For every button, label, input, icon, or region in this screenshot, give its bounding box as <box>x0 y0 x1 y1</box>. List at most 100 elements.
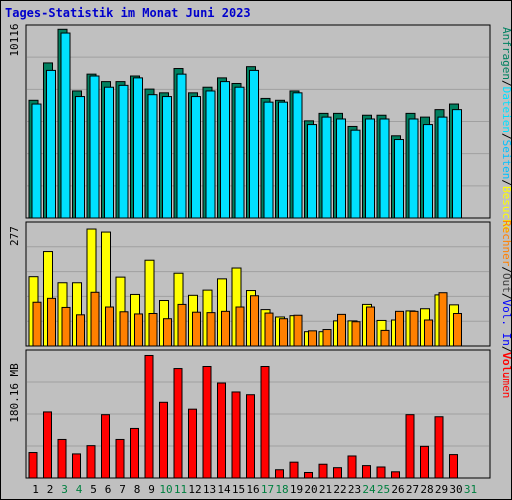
bar-volumen-day-10 <box>159 401 168 479</box>
bar-volumen-day-19 <box>289 461 299 479</box>
legend-entry: Besuche <box>500 186 512 232</box>
bar-rechner-day-26 <box>395 310 404 347</box>
legend-entry: / <box>500 80 512 87</box>
x-tick-day-9: 9 <box>148 483 155 496</box>
bar-rechner-day-5 <box>90 291 100 347</box>
bar-dateien-day-26 <box>394 139 404 219</box>
bar-dateien-day-4 <box>75 96 85 219</box>
bar-dateien-day-25 <box>379 118 390 219</box>
x-tick-day-22: 22 <box>333 483 346 496</box>
bar-volumen-day-16 <box>246 394 255 479</box>
bar-dateien-day-2 <box>46 69 56 219</box>
bar-rechner-day-16 <box>250 295 259 347</box>
bar-dateien-day-14 <box>220 81 230 219</box>
bar-rechner-day-17 <box>264 312 274 347</box>
bar-volumen-day-8 <box>130 427 139 479</box>
bar-rechner-day-1 <box>32 301 42 347</box>
bar-volumen-day-14 <box>217 382 226 479</box>
bar-rechner-day-18 <box>279 318 288 347</box>
y-max-label-visits-sites: 277 <box>8 226 21 246</box>
bar-volumen-day-21 <box>318 463 328 479</box>
x-tick-day-25: 25 <box>377 483 390 496</box>
legend-entry: Out <box>500 273 512 293</box>
bar-dateien-day-21 <box>321 116 332 219</box>
bar-volumen-day-28 <box>420 445 429 479</box>
bar-rechner-day-12 <box>192 311 201 347</box>
x-tick-day-17: 17 <box>261 483 274 496</box>
x-tick-day-29: 29 <box>435 483 448 496</box>
x-tick-day-15: 15 <box>232 483 245 496</box>
bar-volumen-day-2 <box>43 411 52 479</box>
bar-volumen-day-12 <box>188 408 197 479</box>
bar-rechner-day-8 <box>134 313 143 347</box>
bar-dateien-day-11 <box>176 73 187 219</box>
bar-rechner-day-20 <box>308 330 317 347</box>
bar-rechner-day-30 <box>453 313 462 347</box>
chart-title: Tages-Statistik im Monat Juni 2023 <box>5 6 251 20</box>
bar-dateien-day-9 <box>147 94 158 219</box>
bar-dateien-day-30 <box>452 109 462 219</box>
bar-rechner-day-19 <box>293 314 303 347</box>
bar-dateien-day-7 <box>118 84 129 219</box>
legend-entry: In <box>500 326 512 346</box>
x-tick-day-3: 3 <box>61 483 68 496</box>
bar-rechner-day-28 <box>424 319 433 347</box>
bar-rechner-day-9 <box>148 313 158 347</box>
x-tick-day-7: 7 <box>119 483 126 496</box>
legend-entry: Anfragen <box>500 27 512 80</box>
legend-entry: Volumen <box>500 352 512 398</box>
x-tick-day-26: 26 <box>391 483 404 496</box>
bar-dateien-day-18 <box>278 101 288 219</box>
bar-volumen-day-6 <box>101 414 110 479</box>
bar-rechner-day-7 <box>119 311 129 347</box>
x-tick-day-2: 2 <box>47 483 54 496</box>
bar-rechner-day-21 <box>322 329 332 347</box>
bar-volumen-day-29 <box>434 416 444 479</box>
bar-dateien-day-1 <box>31 103 42 219</box>
bar-volumen-day-18 <box>275 469 284 479</box>
bar-rechner-day-22 <box>337 313 346 347</box>
x-tick-day-20: 20 <box>304 483 317 496</box>
legend-top: Anfragen/Dateien/Seiten/Besuche <box>500 27 512 232</box>
legend-middle: Rechner/Out/Vol. In/Vol. <box>500 220 512 379</box>
bar-volumen-day-9 <box>144 354 154 479</box>
bar-rechner-day-4 <box>76 314 85 347</box>
bar-dateien-day-17 <box>263 101 274 219</box>
x-tick-day-6: 6 <box>105 483 112 496</box>
bar-dateien-day-19 <box>292 92 303 219</box>
legend-entry: Seiten <box>500 140 512 180</box>
bar-rechner-day-15 <box>235 306 245 347</box>
bar-rechner-day-13 <box>206 312 216 347</box>
bar-volumen-day-27 <box>405 414 415 479</box>
bar-rechner-day-27 <box>409 310 419 347</box>
bar-rechner-day-29 <box>438 292 448 347</box>
bar-volumen-day-5 <box>86 445 96 479</box>
legend-entry: Vol. <box>500 352 512 379</box>
x-tick-day-1: 1 <box>32 483 39 496</box>
bar-volumen-day-30 <box>449 454 458 479</box>
x-tick-day-24: 24 <box>362 483 376 496</box>
bar-dateien-day-16 <box>249 69 259 219</box>
legend-entry: / <box>500 179 512 186</box>
bar-rechner-day-24 <box>366 306 375 347</box>
bar-dateien-day-15 <box>234 86 245 219</box>
x-tick-day-10: 10 <box>159 483 172 496</box>
bar-dateien-day-12 <box>191 96 201 219</box>
bar-rechner-day-25 <box>380 329 390 347</box>
x-tick-day-12: 12 <box>188 483 201 496</box>
bar-rechner-day-2 <box>47 297 56 347</box>
x-tick-day-5: 5 <box>90 483 97 496</box>
x-tick-day-30: 30 <box>449 483 462 496</box>
x-tick-day-21: 21 <box>319 483 332 496</box>
x-tick-day-14: 14 <box>217 483 231 496</box>
x-tick-day-27: 27 <box>406 483 419 496</box>
bar-rechner-day-10 <box>163 318 172 347</box>
legend-entry: / <box>500 266 512 273</box>
bar-dateien-day-24 <box>365 118 375 219</box>
bar-rechner-day-14 <box>221 310 230 347</box>
legend-bottom: Volumen <box>500 352 512 398</box>
bar-volumen-day-13 <box>202 365 212 479</box>
bar-dateien-day-22 <box>336 118 346 219</box>
bar-dateien-day-10 <box>162 96 172 219</box>
